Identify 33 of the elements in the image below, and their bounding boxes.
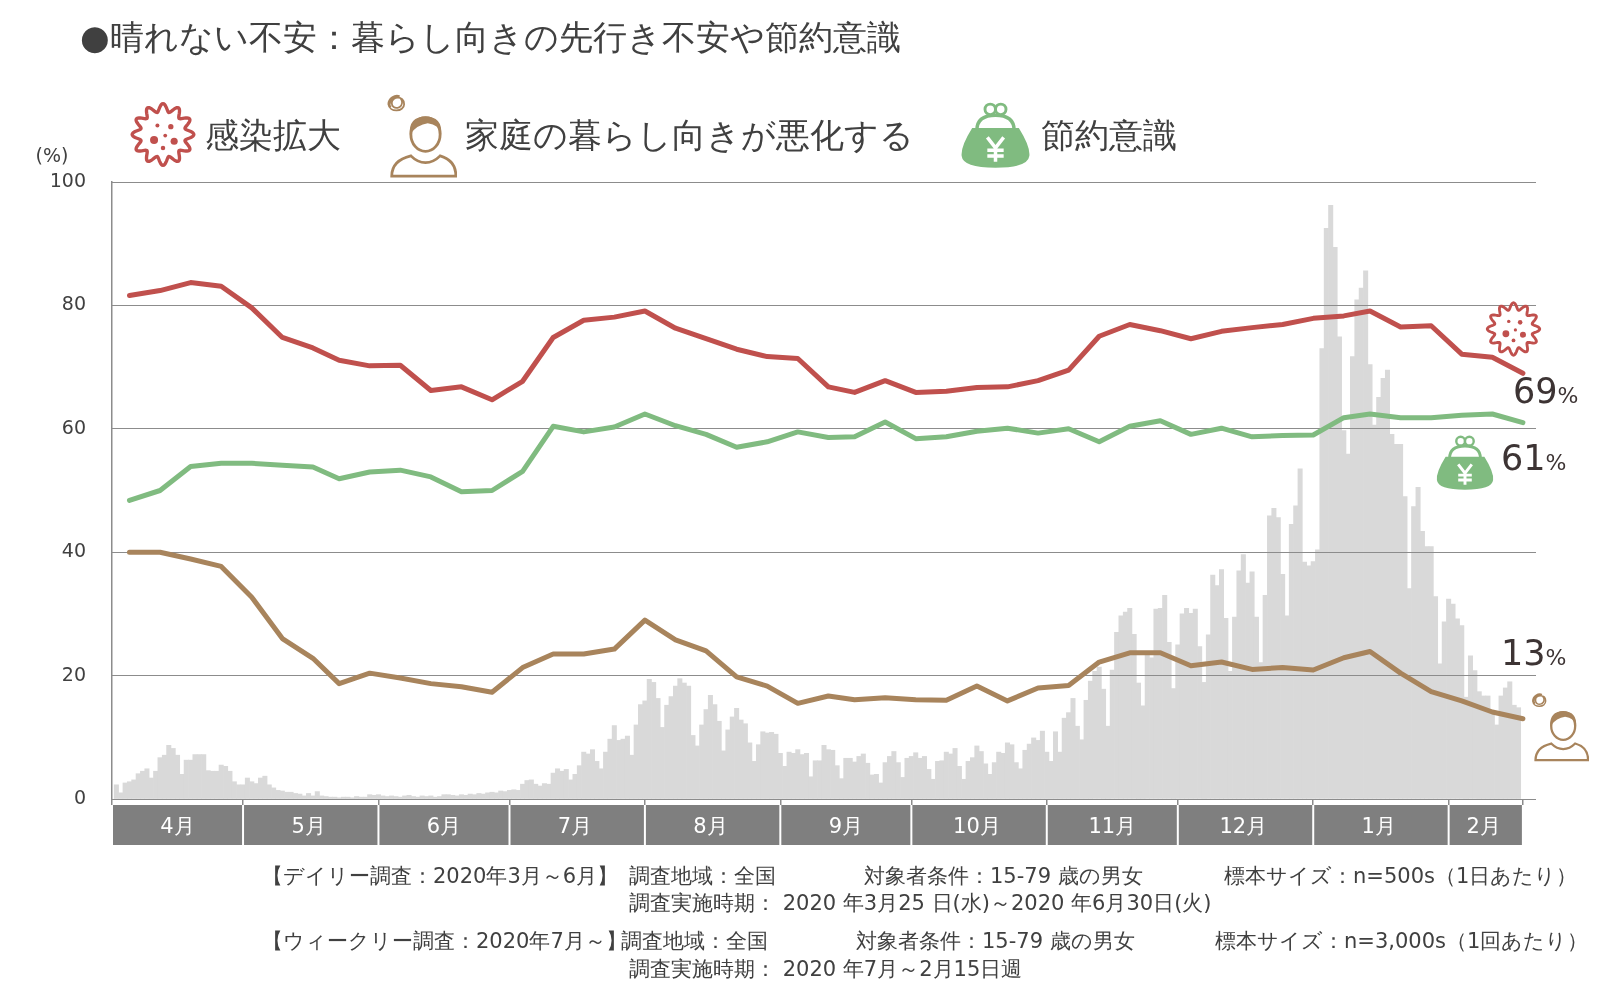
y-tick-label: 80: [61, 292, 86, 315]
y-tick-label: 60: [61, 415, 86, 438]
y-axis-title: (%): [35, 144, 69, 166]
text: 【デイリー調査：2020年3月～6月】: [262, 864, 619, 888]
text: 調査実施時期： 2020 年7月～2月15日週: [629, 957, 1023, 981]
y-tick-label: 40: [61, 539, 86, 562]
legend-label: 家庭の暮らし向きが悪化する: [465, 114, 914, 155]
x-tick-label: 11月: [1088, 813, 1137, 838]
x-tick-label: 12月: [1219, 813, 1268, 838]
text: 標本サイズ：n=3,000s（1回あたり）: [1215, 929, 1589, 953]
x-tick-label: 1月: [1361, 813, 1396, 838]
y-tick-label: 20: [61, 662, 86, 685]
text: 調査地域：全国: [629, 864, 776, 888]
text: 対象者条件：15-79 歳の男女: [864, 864, 1143, 888]
text: 標本サイズ：n=500s（1日あたり）: [1224, 864, 1578, 888]
legend-label: 感染拡大: [205, 114, 341, 155]
y-tick-label: 100: [49, 168, 86, 191]
y-tick-label: 0: [73, 785, 86, 808]
x-tick-label: 5月: [291, 813, 326, 838]
x-tick-label: 2月: [1466, 813, 1501, 838]
data-label: 61%: [1500, 437, 1567, 478]
legend-label: 節約意識: [1041, 114, 1177, 155]
x-tick-label: 6月: [426, 813, 462, 838]
x-tick-label: 7月: [557, 813, 593, 838]
text: 調査実施時期： 2020 年3月25 日(水)～2020 年6月30日(火): [629, 891, 1212, 915]
data-label: 13%: [1500, 632, 1567, 673]
x-tick-label: 9月: [828, 813, 864, 838]
chart-title: ●晴れない不安：暮らし向きの先行き不安や節約意識: [80, 16, 901, 58]
data-label: 69%: [1512, 370, 1579, 411]
x-tick-label: 8月: [693, 813, 728, 838]
x-tick-label: 10月: [953, 813, 1001, 838]
x-tick-label: 4月: [160, 813, 195, 838]
text: 対象者条件：15-79 歳の男女: [856, 929, 1135, 953]
